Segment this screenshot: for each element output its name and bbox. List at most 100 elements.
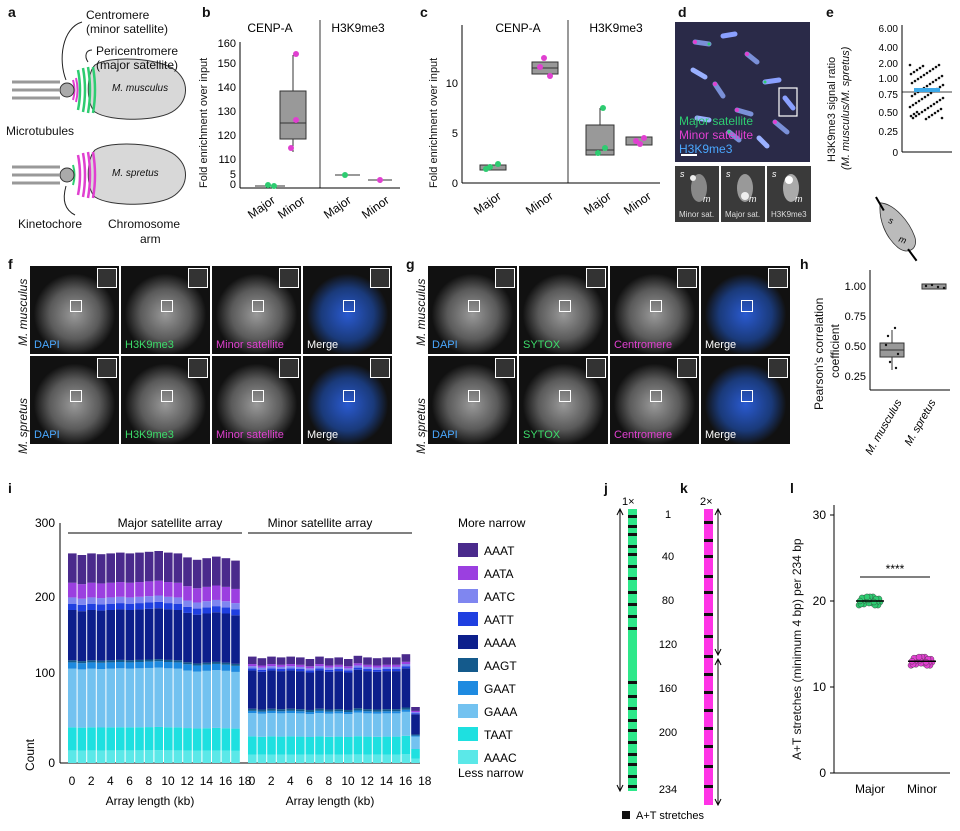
panel-b-chart: 0 5 110 120 130 140 150 160 CENP-A H3K9m… [218, 20, 400, 222]
i-bar-segment [212, 727, 221, 751]
i-bar-segment [173, 727, 183, 751]
label-arm: arm [140, 232, 161, 246]
i-bar-segment [248, 754, 257, 763]
f-channel-label: Minor satellite [216, 429, 284, 441]
i-bar-segment [363, 657, 372, 665]
i-bar-segment [77, 555, 87, 585]
i-bar-segment [154, 750, 163, 763]
i-bar-segment [116, 582, 125, 597]
i-legend-swatch [458, 750, 478, 764]
zoom-inset [495, 268, 515, 288]
i-bar-segment [144, 661, 154, 668]
i-bar-segment [267, 668, 276, 671]
e-point [932, 102, 936, 106]
i-bar-segment [334, 671, 343, 710]
i-bar-segment [164, 582, 173, 597]
i-bar-segment [296, 709, 305, 712]
h-ytick: 1.00 [845, 281, 866, 293]
panel-label-k: k [680, 480, 688, 496]
i-xtick: 16 [219, 774, 233, 788]
k-stretch [704, 673, 713, 676]
i-bar-segment [286, 708, 295, 711]
i-bar-segment [202, 664, 211, 671]
i-legend-top: More narrow [458, 516, 526, 530]
l-xcat-major: Major [855, 782, 885, 796]
e-point [910, 81, 914, 85]
i-bar-segment [286, 710, 295, 713]
e-point [930, 113, 934, 117]
i-legend-swatch [458, 658, 478, 672]
i-bar-segment [144, 596, 154, 603]
f-channel-label: Minor satellite [216, 339, 284, 351]
i-bar-segment [135, 750, 144, 763]
g-channel-label: Centromere [614, 339, 673, 351]
f-micrograph: H3K9me3 [121, 356, 210, 444]
i-bar-segment [116, 659, 125, 663]
g-micrograph: SYTOX [519, 266, 608, 354]
i-bar-segment [87, 553, 96, 583]
i-bar-segment [296, 664, 305, 667]
i-bar-segment [144, 727, 154, 751]
i-xtick: 12 [361, 774, 375, 788]
d-inset-s: s [772, 169, 777, 179]
i-bar-segment [96, 727, 106, 751]
e-point [926, 93, 930, 97]
j-stretch [628, 719, 637, 722]
zoom-box [70, 300, 82, 312]
i-xlabel-minor: Array length (kb) [286, 794, 375, 808]
zoom-box [252, 300, 264, 312]
i-bar-segment [87, 609, 96, 661]
zoom-inset [586, 268, 606, 288]
e-point [941, 83, 945, 87]
f-micrograph: Minor satellite [212, 266, 301, 354]
i-bar-segment [221, 662, 231, 665]
i-bar-segment [192, 602, 202, 609]
k-stretch [704, 539, 713, 542]
zoom-inset [768, 358, 788, 378]
i-bar-segment [248, 666, 257, 669]
i-bar-segment [401, 735, 411, 755]
k-stretch [704, 591, 713, 594]
i-bar-segment [68, 582, 77, 598]
d-legend-minor: Minor satellite [679, 128, 754, 142]
i-bar-segment [324, 658, 334, 666]
e-ytick: 0.50 [879, 108, 899, 119]
f-channel-label: Merge [307, 429, 339, 441]
i-bar-segment [401, 654, 411, 662]
e-point [918, 66, 922, 70]
i-bar-segment [372, 658, 382, 666]
i-bar-segment [353, 708, 363, 711]
i-bar-segment [324, 669, 334, 672]
i-bar-segment [315, 754, 324, 763]
i-bar-segment [106, 582, 115, 598]
zoom-box [161, 390, 173, 402]
j-stretch [628, 591, 637, 594]
g-micrograph: Merge [701, 266, 790, 354]
k-top: 2× [700, 496, 713, 508]
i-bar-segment [221, 728, 231, 751]
e-point [911, 116, 915, 120]
i-bar-segment [382, 711, 391, 714]
i-bar-segment [202, 607, 211, 614]
e-point [912, 112, 916, 116]
e-point [938, 85, 942, 89]
b-ytick: 140 [218, 82, 236, 94]
c-xcat: Major [581, 189, 614, 218]
i-bar-segment [87, 582, 96, 598]
i-bar-segment [315, 712, 324, 737]
i-bar-segment [87, 750, 96, 763]
panel-label-l: l [790, 480, 794, 496]
i-bar-segment [116, 750, 125, 763]
i-bar-segment [401, 661, 411, 664]
i-bar-segment [372, 713, 382, 737]
i-bar-segment [324, 665, 334, 668]
i-bar-segment [363, 713, 372, 737]
j-stretch [628, 533, 637, 536]
l-point [863, 593, 871, 601]
b-title-cenpa: CENP-A [247, 21, 292, 35]
i-bar-segment [305, 672, 315, 710]
i-bar-segment [202, 670, 211, 729]
i-bar-segment [344, 712, 353, 715]
e-point [915, 110, 919, 114]
i-bar-segment [334, 669, 343, 672]
